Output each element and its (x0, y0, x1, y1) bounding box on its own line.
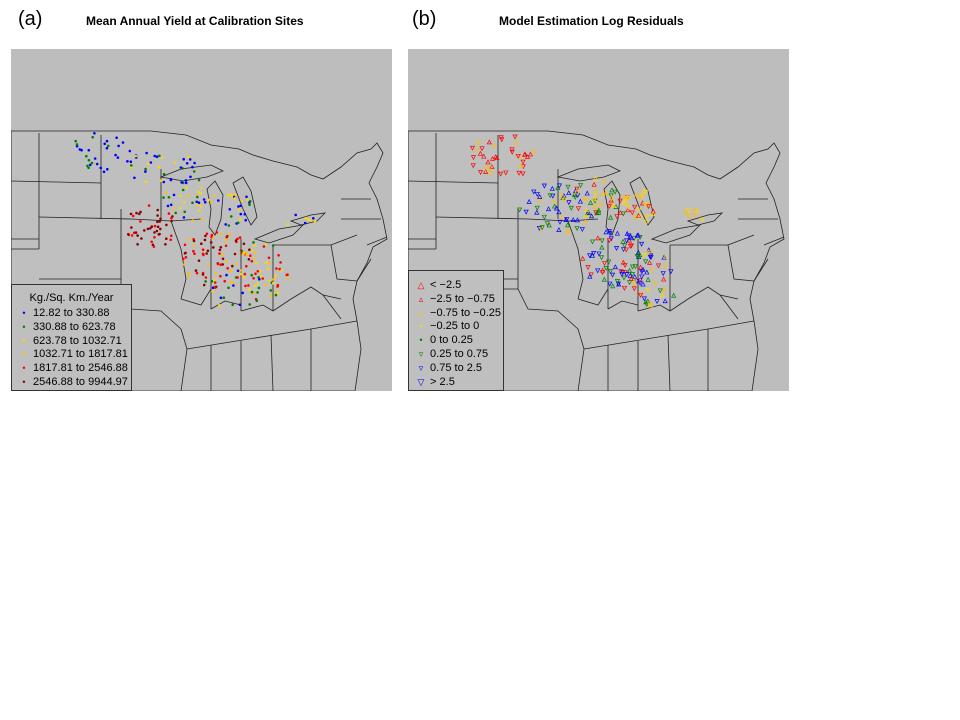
legend-b-item-0: △ < −2.5 (415, 278, 462, 292)
legend-a-symbol-icon: • (22, 377, 26, 387)
legend-a-item-5: • 2546.88 to 9944.97 (18, 375, 128, 389)
legend-a-symbol-icon: • (22, 335, 26, 346)
legend-b-item-7: ▽ > 2.5 (415, 375, 455, 389)
legend-b-item-5: ▿ 0.25 to 0.75 (415, 347, 488, 361)
panel-a-letter: (a) (18, 8, 43, 30)
legend-a-item-1: • 330.88 to 623.78 (18, 320, 116, 334)
legend-b-label: −2.5 to −0.75 (427, 292, 495, 305)
legend-b-symbol-icon: ▿ (418, 362, 424, 373)
legend-b-symbol-icon: ▽ (417, 376, 425, 387)
legend-panel-b: △ < −2.5 ▵ −2.5 to −0.75 ▵ −0.75 to −0.25 •… (408, 270, 504, 391)
legend-b-label: 0.75 to 2.5 (427, 361, 483, 374)
legend-a-label: 12.82 to 330.88 (30, 307, 110, 319)
legend-b-label: > 2.5 (427, 375, 455, 388)
panel-a-title: Mean Annual Yield at Calibration Sites (86, 14, 304, 28)
legend-b-label: 0.25 to 0.75 (427, 348, 489, 360)
legend-b-symbol-icon: • (419, 321, 423, 332)
legend-b-label: −0.25 to 0 (427, 320, 480, 333)
legend-a-label: 1817.81 to 2546.88 (30, 362, 128, 375)
panel-b-letter: (b) (412, 8, 437, 30)
legend-b-item-3: • −0.25 to 0 (415, 319, 479, 333)
legend-b-item-2: ▵ −0.75 to −0.25 (415, 306, 501, 320)
legend-a-item-2: • 623.78 to 1032.71 (18, 334, 122, 348)
legend-b-label: < −2.5 (427, 279, 462, 291)
legend-b-item-1: ▵ −2.5 to −0.75 (415, 292, 495, 306)
legend-a-symbol-icon: • (22, 321, 26, 332)
legend-a-label: 330.88 to 623.78 (30, 320, 116, 333)
legend-b-symbol-icon: ▿ (418, 349, 424, 359)
legend-b-item-4: • 0 to 0.25 (415, 333, 473, 347)
legend-b-symbol-icon: △ (417, 280, 425, 290)
legend-a-title: Kg./Sq. Km./Year (29, 292, 114, 304)
legend-b-symbol-icon: ▵ (418, 307, 424, 318)
legend-a-symbol-icon: • (22, 363, 26, 374)
legend-a-symbol-icon: • (22, 349, 26, 360)
legend-a-symbol-icon: • (22, 308, 26, 318)
legend-b-symbol-icon: ▵ (418, 293, 424, 304)
legend-panel-a: Kg./Sq. Km./Year • 12.82 to 330.88 • 330.… (11, 284, 132, 391)
legend-a-item-3: • 1032.71 to 1817.81 (18, 347, 128, 361)
legend-a-label: 2546.88 to 9944.97 (30, 376, 128, 388)
legend-b-label: −0.75 to −0.25 (427, 306, 502, 319)
legend-a-label: 1032.71 to 1817.81 (30, 348, 128, 361)
legend-b-label: 0 to 0.25 (427, 334, 473, 347)
legend-b-symbol-icon: • (419, 335, 423, 346)
legend-a-item-4: • 1817.81 to 2546.88 (18, 361, 128, 375)
legend-a-item-0: • 12.82 to 330.88 (18, 306, 110, 320)
legend-b-item-6: ▿ 0.75 to 2.5 (415, 361, 482, 375)
legend-a-label: 623.78 to 1032.71 (30, 334, 122, 347)
panel-b-title: Model Estimation Log Residuals (499, 14, 684, 28)
